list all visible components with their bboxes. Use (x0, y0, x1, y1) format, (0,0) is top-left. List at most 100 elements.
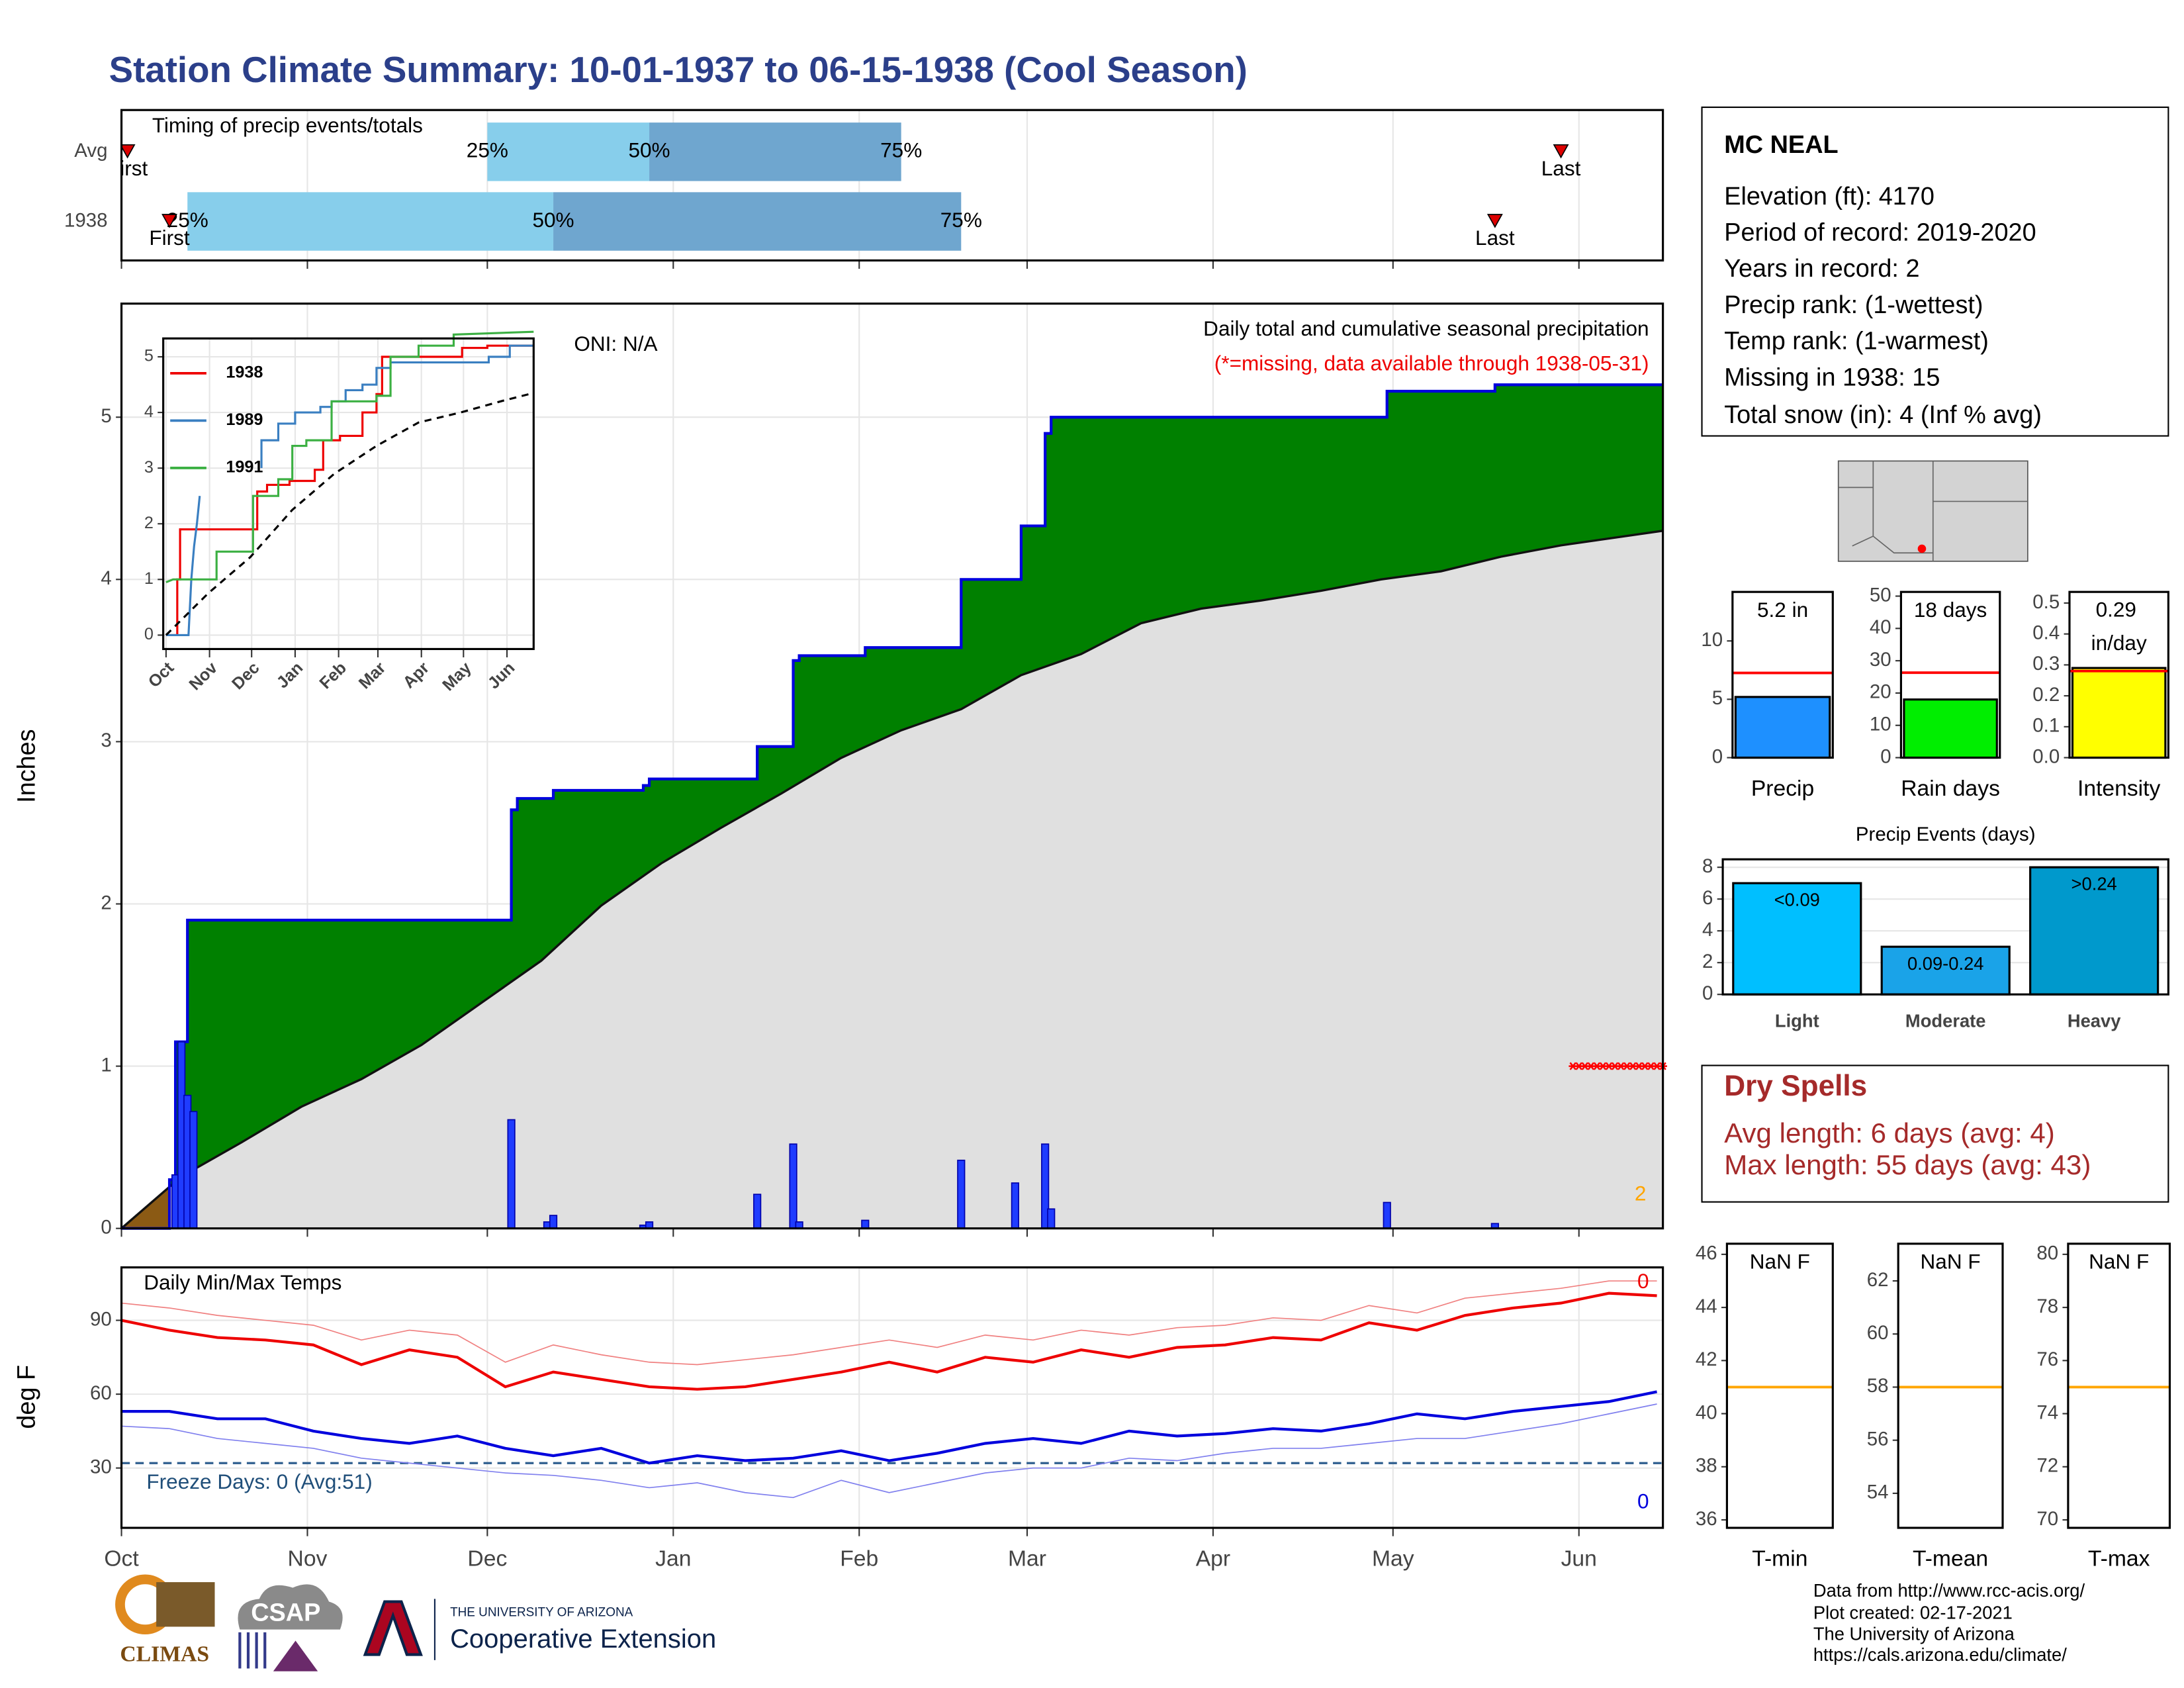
locator-map (1837, 460, 2028, 562)
daily-bar (1047, 1208, 1056, 1229)
y-tick-label: 46 (1696, 1243, 1717, 1264)
bar (2071, 667, 2167, 759)
bar (1734, 696, 1831, 759)
panel-frame (1725, 1243, 1834, 1529)
x-tick-label: Mar (1008, 1546, 1046, 1571)
x-tick-label: Heavy (2068, 1011, 2121, 1031)
csap-logo: CSAP (238, 1584, 343, 1671)
quartile-label: 50% (532, 208, 574, 232)
value-label: NaN F (1921, 1250, 1981, 1274)
value-label: 0.29 in/day (2091, 598, 2147, 655)
x-tick-label: Moderate (1905, 1011, 1986, 1031)
x-tick-label: May (1372, 1546, 1414, 1571)
x-axis-label: Rain days (1901, 776, 2000, 801)
bar-label: 0.09-0.24 (1907, 953, 1984, 974)
y-tick-label: 56 (1867, 1428, 1889, 1450)
logo-text: CLIMAS (120, 1642, 209, 1666)
bar (2029, 866, 2160, 996)
logo-text: CSAP (251, 1599, 320, 1626)
daily-bar (189, 1111, 198, 1229)
series-line (165, 344, 534, 637)
y-tick-label: 2 (101, 892, 111, 914)
y-tick-label: 2 (144, 514, 154, 532)
value-label: 5.2 in (1757, 598, 1808, 622)
station-line: Precip rank: (1-wettest) (1724, 291, 1983, 319)
x-axis-label: Intensity (2077, 776, 2161, 801)
y-tick-label: 40 (1870, 616, 1891, 638)
annotation: Freeze Days: 0 (Avg:51) (146, 1470, 372, 1493)
bar (1732, 882, 1862, 996)
panel-title: Daily Min/Max Temps (144, 1270, 341, 1294)
y-tick-label: 60 (90, 1382, 112, 1404)
x-tick-label: Nov (288, 1546, 328, 1571)
value-label: 18 days (1914, 598, 1987, 622)
x-tick-label: Oct (104, 1546, 139, 1571)
panel-frame (120, 303, 1664, 1230)
panel-frame (120, 109, 1664, 262)
series-line (121, 1390, 1657, 1465)
x-tick-label: Jun (1561, 1546, 1597, 1571)
quartile-label: 75% (940, 208, 982, 232)
y-tick-label: 30 (90, 1456, 112, 1477)
x-tick-label: Light (1775, 1011, 1819, 1031)
dry-spells-title: Dry Spells (1724, 1070, 1867, 1102)
y-tick-label: 0.4 (2032, 622, 2060, 643)
row-label: 1938 (64, 209, 108, 231)
daily-bar (753, 1194, 762, 1229)
y-tick-label: 10 (1870, 714, 1891, 735)
event-label: First (107, 156, 148, 180)
cumulative-line (121, 383, 1663, 1230)
y-tick-label: 80 (2036, 1243, 2058, 1264)
daily-bar (1011, 1182, 1019, 1229)
dry-spells-line: Avg length: 6 days (avg: 4) (1724, 1117, 2055, 1149)
logo-text: THE UNIVERSITY OF ARIZONA (450, 1605, 633, 1619)
panel-title: Precip Events (days) (1856, 823, 2036, 845)
y-tick-label: 0.1 (2032, 715, 2060, 737)
y-tick-label: 5 (101, 405, 111, 427)
y-tick-label: 0 (1712, 745, 1723, 767)
station-line: Total snow (in): 4 (Inf % avg) (1724, 401, 2042, 429)
y-tick-label: 5 (144, 347, 154, 365)
panel-frame (2068, 590, 2169, 759)
series-line (165, 330, 534, 584)
logo-text: Cooperative Extension (450, 1624, 716, 1654)
common-area (121, 530, 1663, 1229)
timing-title: Timing of precip events/totals (152, 113, 423, 137)
y-tick-label: 4 (1702, 919, 1713, 941)
oni-label: ONI: N/A (574, 332, 657, 355)
event-label: Last (1541, 156, 1581, 180)
event-label: Last (1475, 226, 1515, 250)
panel-frame (2067, 1243, 2171, 1529)
climas-logo: CLIMAS (115, 1574, 215, 1666)
average-line (120, 530, 1663, 1229)
series-line (121, 1280, 1657, 1366)
panel-frame (1897, 1243, 2004, 1529)
quartile-label: 75% (880, 138, 922, 162)
panel-background (163, 338, 534, 649)
x-tick-label: Feb (840, 1546, 878, 1571)
row-label: Avg (74, 140, 107, 162)
series-line (165, 344, 534, 637)
quartile-label: 25% (467, 138, 508, 162)
quartile-bar (553, 192, 962, 251)
y-tick-label: 0 (101, 1216, 111, 1238)
panel-frame (120, 1266, 1664, 1529)
station-line: Temp rank: (1-warmest) (1724, 328, 1989, 355)
y-tick-label: 42 (1696, 1348, 1717, 1370)
y-tick-label: 3 (101, 729, 111, 751)
x-axis-label: T-mean (1913, 1546, 1988, 1571)
daily-bar (549, 1215, 558, 1229)
daily-bar (1383, 1201, 1391, 1229)
x-tick-label: Apr (1196, 1546, 1230, 1571)
daily-bar (507, 1119, 516, 1229)
y-tick-label: 54 (1867, 1481, 1889, 1503)
y-tick-label: 38 (1696, 1455, 1717, 1477)
y-tick-label: 58 (1867, 1375, 1889, 1397)
y-tick-label: 0 (144, 625, 154, 643)
y-tick-label: 3 (144, 458, 154, 477)
y-tick-label: 30 (1870, 649, 1891, 671)
missing-note: (*=missing, data available through 1938-… (1214, 352, 1649, 375)
y-tick-label: 74 (2036, 1401, 2058, 1423)
x-axis-label: T-max (2088, 1546, 2150, 1571)
